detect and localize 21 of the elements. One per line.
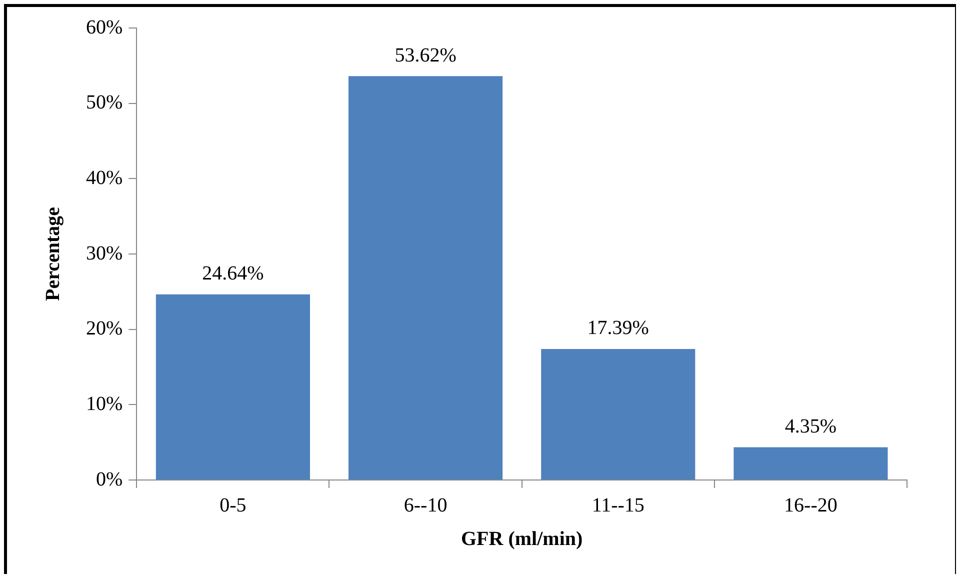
y-tick-label: 30% — [86, 242, 123, 264]
bar — [348, 76, 503, 480]
y-tick-label: 10% — [86, 392, 123, 415]
bar — [156, 294, 310, 480]
data-label: 24.64% — [202, 262, 264, 285]
x-tick-label: 6--10 — [404, 494, 448, 516]
y-tick-label: 0% — [96, 468, 123, 490]
y-tick-label: 60% — [86, 16, 123, 38]
data-label: 4.35% — [784, 415, 837, 438]
y-tick-label: 20% — [86, 318, 123, 340]
y-tick-label: 40% — [86, 166, 123, 189]
data-label: 17.39% — [587, 317, 649, 340]
y-tick-label: 50% — [86, 92, 123, 114]
x-tick-label: 0-5 — [220, 494, 246, 516]
y-axis-title: Percentage — [42, 206, 64, 302]
bar — [734, 447, 888, 480]
data-label: 53.62% — [394, 44, 456, 66]
x-tick-label: 11--15 — [592, 494, 644, 516]
x-tick-label: 16--20 — [784, 494, 838, 516]
x-axis-title: GFR (ml/min) — [461, 528, 583, 550]
bar — [541, 348, 696, 480]
